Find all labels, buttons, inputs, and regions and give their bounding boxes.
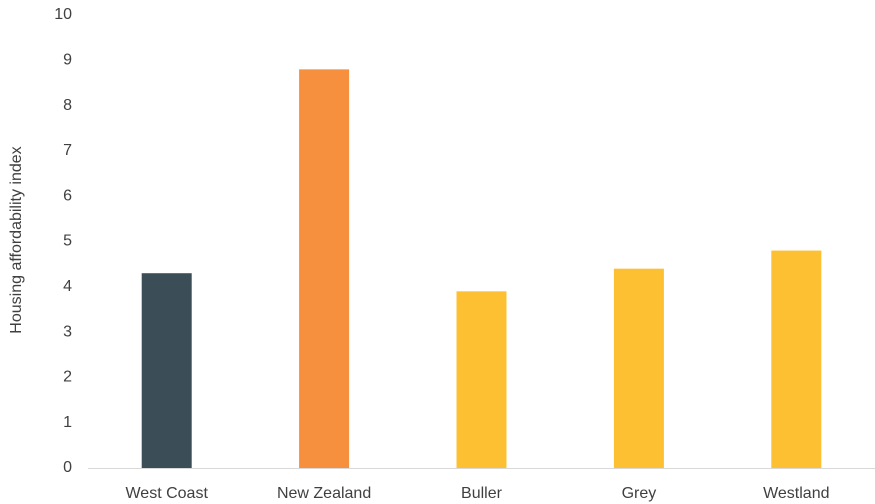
y-tick-label: 10 (54, 6, 72, 23)
bars (141, 69, 822, 469)
y-tick-label: 7 (63, 142, 72, 159)
y-axis-title-group: Housing affordability index (8, 146, 25, 333)
x-tick-label: West Coast (125, 485, 208, 502)
bar (613, 268, 664, 468)
y-tick-label: 3 (63, 323, 72, 340)
x-tick-label: New Zealand (277, 485, 371, 502)
y-tick-label: 1 (63, 414, 72, 431)
bar (456, 291, 507, 468)
x-tick-label: Buller (461, 485, 503, 502)
y-tick-label: 5 (63, 233, 72, 250)
x-tick-label: Westland (763, 485, 829, 502)
bar (141, 273, 192, 468)
x-tick-label: Grey (622, 485, 657, 502)
y-tick-label: 4 (63, 278, 72, 295)
x-axis-labels: West Coast New Zealand Buller Grey Westland (125, 485, 829, 502)
y-tick-label: 0 (63, 459, 72, 476)
y-tick-label: 6 (63, 187, 72, 204)
y-tick-label: 2 (63, 369, 72, 386)
y-tick-label: 8 (63, 97, 72, 114)
bar (771, 250, 822, 468)
y-tick-label: 9 (63, 52, 72, 69)
bar (299, 69, 350, 469)
y-axis-title: Housing affordability index (8, 146, 25, 333)
y-axis-ticks: 0 1 2 3 4 5 6 7 8 9 10 (54, 6, 72, 476)
